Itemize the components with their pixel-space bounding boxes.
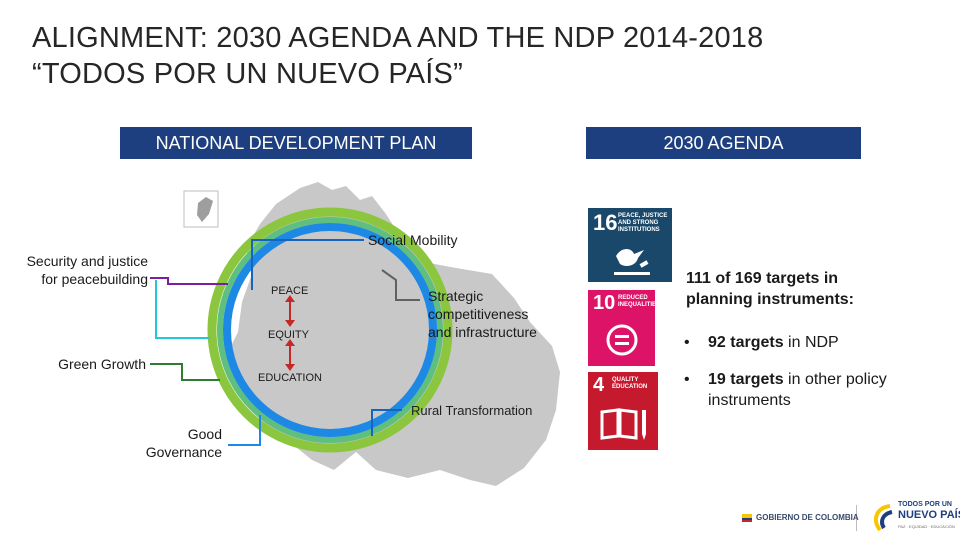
label-competitiveness: Strategic competitiveness and infrastruc… [428, 288, 537, 340]
sdg-4-number: 4 [593, 374, 605, 396]
targets-item-other-text: in other policy instruments [708, 371, 887, 409]
targets-item-ndp: 92 targets in NDP [684, 332, 934, 353]
pillar-peace: PEACE [271, 285, 309, 297]
flag-icon [742, 514, 752, 522]
line-security [150, 277, 228, 285]
logo-line1: TODOS POR UN [898, 501, 952, 508]
line-rural [371, 409, 402, 436]
logo-line2: NUEVO PAÍS [898, 509, 960, 521]
todos-por-un-nuevo-pais-logo: TODOS POR UN NUEVO PAÍS PAZ · EQUIDAD · … [870, 498, 960, 538]
label-good-governance: Good Governance [145, 426, 222, 460]
sdg-10-tile: 10 REDUCED INEQUALITIES [588, 290, 660, 366]
line-social-mobility [251, 239, 364, 290]
logo-mark-icon [873, 504, 893, 532]
page-title: ALIGNMENT: 2030 AGENDA AND THE NDP 2014-… [32, 22, 764, 90]
ring-outer [207, 207, 453, 453]
sdg-4-name: QUALITY EDUCATION [612, 377, 648, 390]
label-social-mobility: Social Mobility [368, 232, 458, 248]
book-pencil-icon [600, 408, 646, 440]
ndp-header: NATIONAL DEVELOPMENT PLAN [120, 127, 472, 159]
targets-item-other: 19 targets in other policy instruments [684, 369, 934, 411]
pillar-equity: EQUITY [268, 329, 309, 341]
label-green-growth: Green Growth [58, 356, 146, 372]
targets-headline: 111 of 169 targets in planning instrumen… [686, 270, 854, 308]
sdg-16-number: 16 [593, 210, 618, 235]
sdg-10-number: 10 [593, 292, 616, 314]
sdg-10-name: REDUCED INEQUALITIES [618, 295, 661, 308]
line-green-growth [150, 363, 220, 381]
label-security: Security and justice for peacebuilding [26, 253, 148, 287]
line-governance [228, 415, 261, 446]
targets-list: 92 targets in NDP 19 targets in other po… [684, 332, 934, 427]
logo-line3: PAZ · EQUIDAD · EDUCACIÓN [898, 524, 955, 529]
sdg-4-tile: 4 QUALITY EDUCATION [588, 372, 658, 450]
agenda-header: 2030 AGENDA [586, 127, 861, 159]
equals-circle-icon [606, 324, 638, 356]
gobierno-text: GOBIERNO DE COLOMBIA [756, 513, 859, 522]
line-competitiveness [381, 269, 420, 301]
ring-mid [217, 217, 443, 443]
targets-item-ndp-text: in NDP [783, 334, 839, 351]
dove-gavel-icon [614, 249, 650, 275]
line-security-2 [155, 280, 210, 339]
targets-item-other-count: 19 targets [708, 371, 784, 388]
label-rural: Rural Transformation [411, 403, 533, 418]
gobierno-logo: GOBIERNO DE COLOMBIA [736, 505, 859, 531]
pillar-education: EDUCATION [258, 372, 322, 384]
targets-item-ndp-count: 92 targets [708, 334, 784, 351]
sdg-16-name: PEACE, JUSTICE AND STRONG INSTITUTIONS [618, 213, 668, 233]
inset-map-shape [197, 197, 213, 222]
ring-inner [223, 223, 437, 437]
colombia-map [226, 182, 560, 486]
sdg-16-tile: 16 PEACE, JUSTICE AND STRONG INSTITUTION… [588, 208, 672, 282]
